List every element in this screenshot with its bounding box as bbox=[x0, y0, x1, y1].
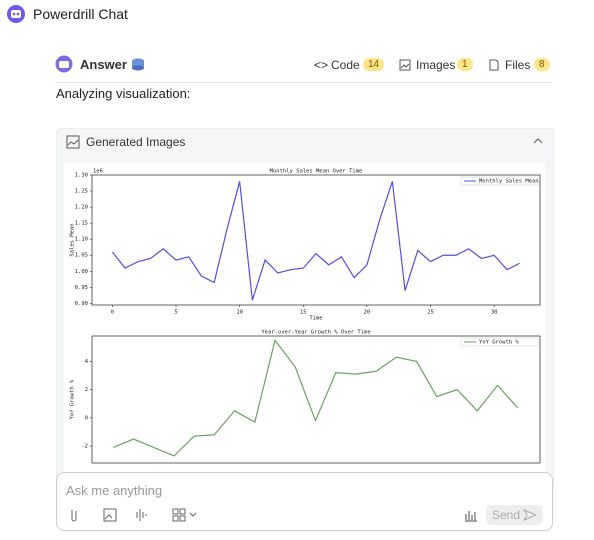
y-tick-label: 0.90 bbox=[75, 301, 88, 307]
file-icon bbox=[489, 59, 499, 71]
y-tick-label: 0.95 bbox=[75, 285, 88, 291]
x-axis-label: Time bbox=[309, 316, 322, 322]
y-tick-label: 1.30 bbox=[75, 173, 88, 179]
x-tick-label: 15 bbox=[300, 310, 307, 316]
chart-title: Year-over-Year Growth % Over Time bbox=[261, 330, 370, 336]
y-axis-label: YoY Growth % bbox=[70, 379, 76, 419]
tab-label[interactable]: Files bbox=[505, 58, 531, 72]
y-tick-label: -2 bbox=[81, 444, 88, 450]
app-icon bbox=[7, 5, 25, 23]
y-tick-label: 1.25 bbox=[75, 189, 88, 195]
tab-count: 14 bbox=[363, 58, 385, 71]
y-tick-label: 2 bbox=[85, 387, 88, 393]
y-tick-label: 1.05 bbox=[75, 253, 88, 259]
tab-count: 1 bbox=[457, 58, 473, 71]
x-tick-label: 10 bbox=[236, 310, 243, 316]
plot-frame bbox=[91, 335, 541, 464]
image-bg bbox=[64, 163, 545, 473]
x-tick-label: 20 bbox=[364, 310, 371, 316]
image-icon bbox=[399, 59, 411, 71]
db-icon bbox=[132, 58, 144, 71]
y-offset-label: 1e6 bbox=[93, 169, 103, 175]
answer-avatar bbox=[55, 55, 73, 73]
x-tick-label: 5 bbox=[174, 310, 177, 316]
tab-label[interactable]: Images bbox=[416, 58, 456, 72]
answer-text: Analyzing visualization: bbox=[56, 86, 191, 101]
panel-icon bbox=[66, 135, 80, 149]
y-tick-label: 1.15 bbox=[75, 221, 88, 227]
input-placeholder[interactable]: Ask me anything bbox=[66, 483, 163, 498]
legend-box bbox=[460, 176, 539, 186]
y-tick-label: 1.10 bbox=[75, 237, 88, 243]
panel-title: Generated Images bbox=[86, 135, 186, 149]
y-tick-label: 1.20 bbox=[75, 205, 88, 211]
x-tick-label: 25 bbox=[427, 310, 434, 316]
answer-title: Answer bbox=[80, 57, 127, 72]
data-line bbox=[113, 338, 519, 457]
chart-title: Monthly Sales Mean Over Time bbox=[270, 169, 363, 175]
send-label[interactable]: Send bbox=[492, 508, 521, 522]
y-tick-label: 4 bbox=[85, 359, 89, 365]
app-title: Powerdrill Chat bbox=[33, 6, 128, 22]
y-axis-label: Sales Mean bbox=[70, 223, 76, 256]
input-tools bbox=[71, 508, 197, 522]
x-tick-label: 0 bbox=[111, 310, 114, 316]
tab-label[interactable]: Code bbox=[331, 58, 360, 72]
collapse-caret[interactable] bbox=[532, 136, 544, 146]
legend-label: YoY Growth % bbox=[479, 340, 519, 346]
divider bbox=[56, 82, 552, 83]
send-icon bbox=[523, 509, 537, 521]
plot-frame bbox=[91, 174, 541, 306]
chart-group: Monthly Sales Mean Over Time 0.90 0.95 1.00… bbox=[70, 169, 541, 464]
y-tick-label: 1.00 bbox=[75, 269, 88, 275]
legend-label: Monthly Sales Mean bbox=[479, 179, 539, 185]
data-line bbox=[111, 181, 520, 301]
code-icon: <> bbox=[314, 58, 329, 72]
legend-box bbox=[460, 337, 539, 347]
y-tick-label: 0 bbox=[85, 415, 88, 421]
x-tick-label: 30 bbox=[491, 310, 498, 316]
send-button[interactable] bbox=[486, 505, 543, 525]
tab-count: 8 bbox=[534, 58, 550, 71]
chart-button[interactable] bbox=[464, 508, 478, 522]
